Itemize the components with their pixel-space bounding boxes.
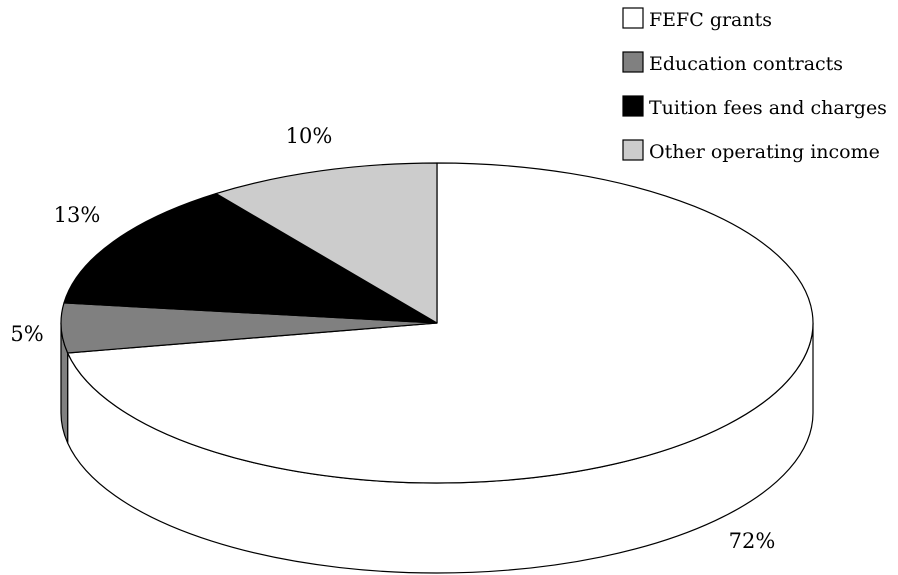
pie-top xyxy=(60,162,814,484)
legend-swatch xyxy=(622,51,644,73)
legend-label: Other operating income xyxy=(649,141,880,163)
slice-value-label: 10% xyxy=(286,124,333,148)
legend-swatch xyxy=(622,7,644,29)
slice-value-label: 72% xyxy=(729,529,776,553)
slice-value-label: 5% xyxy=(10,322,43,346)
slice-value-label: 13% xyxy=(54,203,101,227)
pie-slice-tuition-fees-and-charges xyxy=(63,192,438,324)
pie-slice-other-operating-income xyxy=(215,162,438,324)
legend-label: FEFC grants xyxy=(649,9,772,31)
legend-label: Education contracts xyxy=(649,53,843,75)
pie-slice-fefc-grants xyxy=(67,162,814,484)
legend-label: Tuition fees and charges xyxy=(649,97,887,119)
legend-swatch xyxy=(622,139,644,161)
legend: FEFC grants Education contracts Tuition fe… xyxy=(622,7,887,163)
pie-labels: 72% 5% 13% 10% xyxy=(10,124,775,553)
legend-swatch xyxy=(622,95,644,117)
